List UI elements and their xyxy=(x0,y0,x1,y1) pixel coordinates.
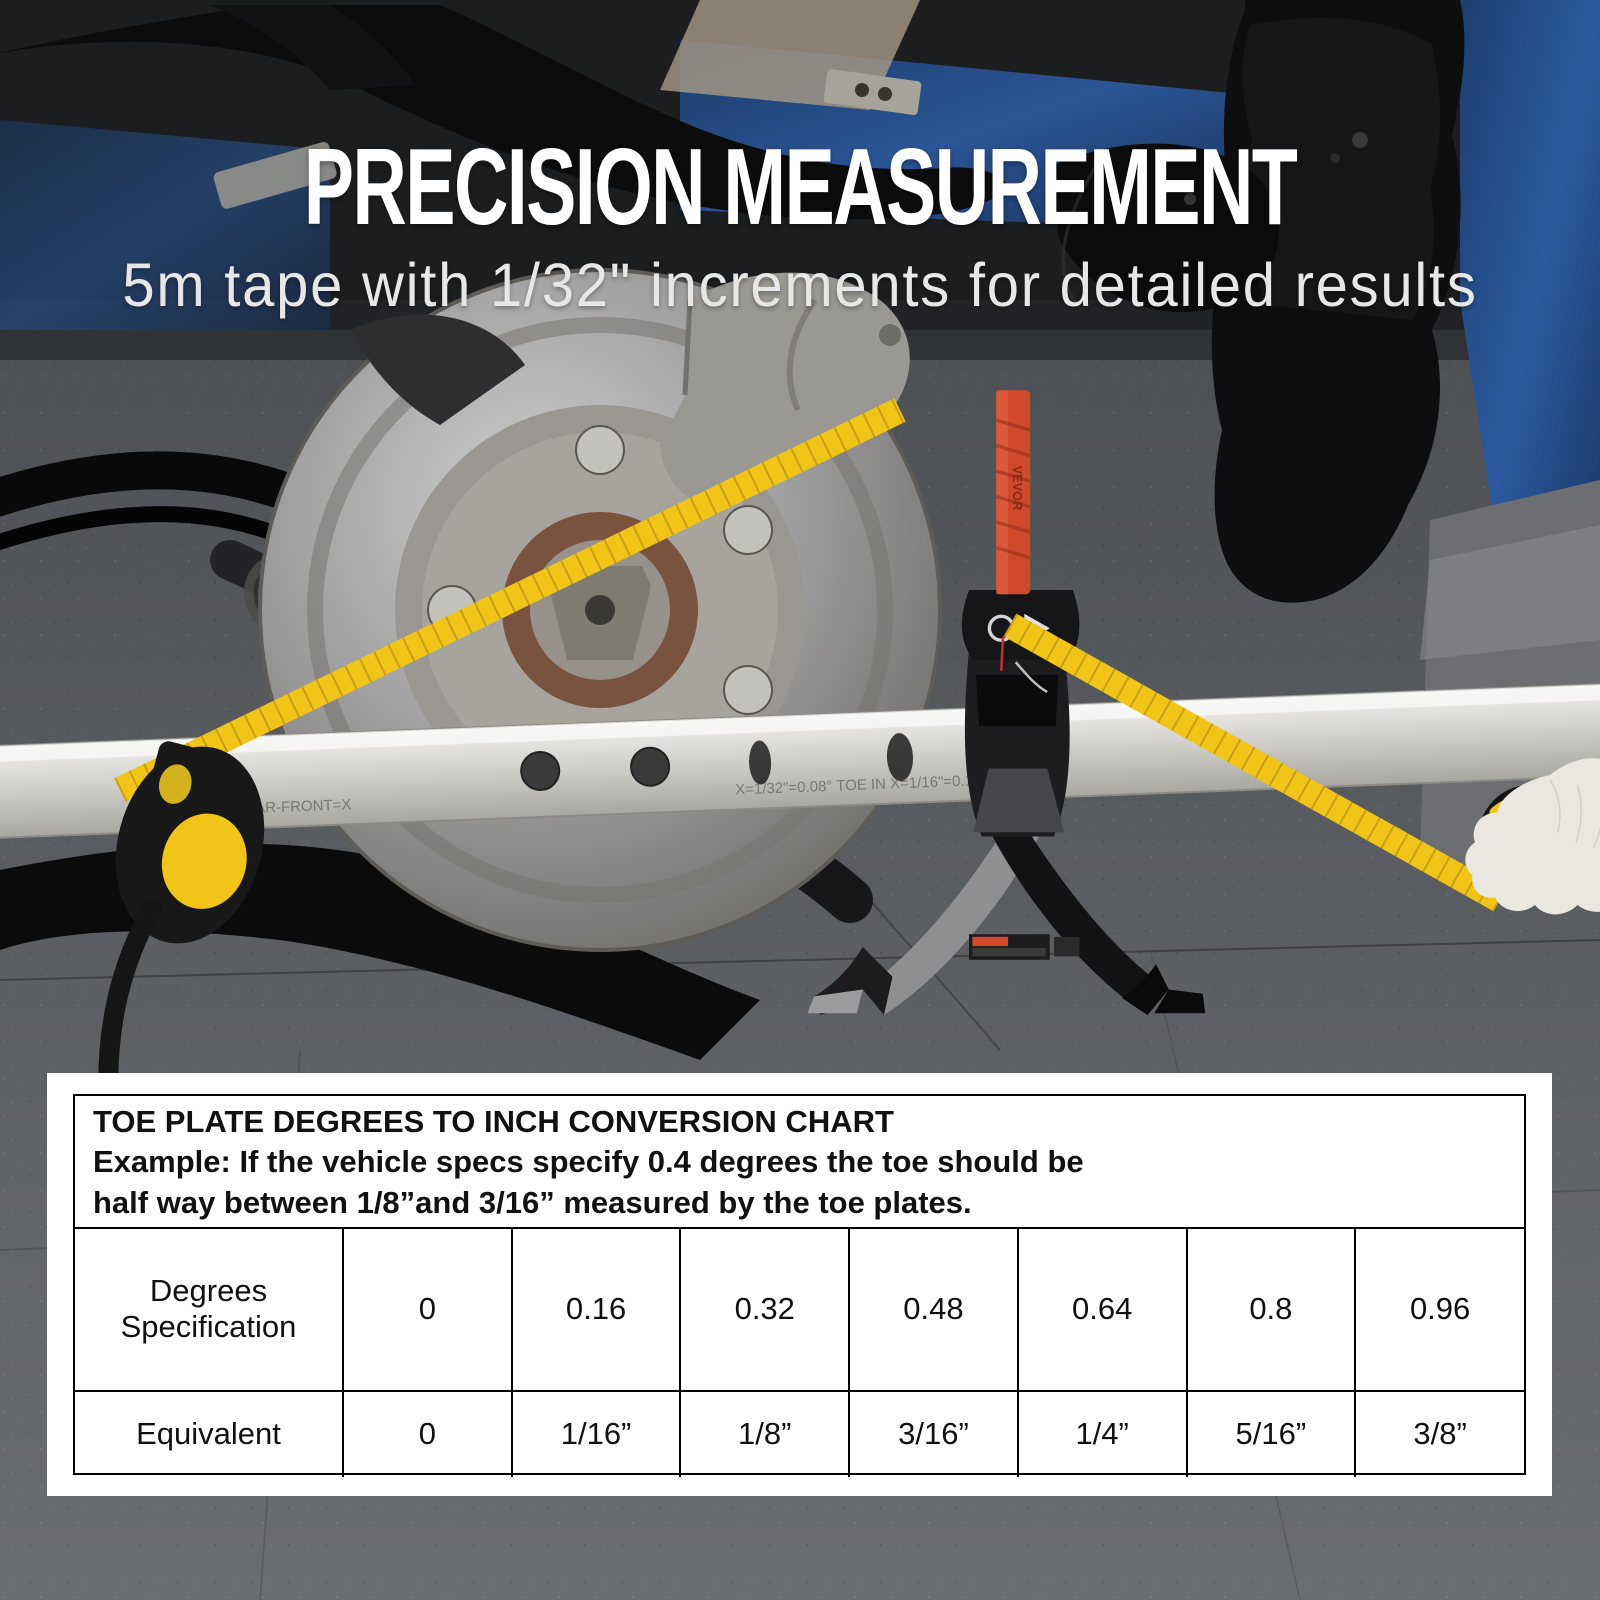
svg-text:VEVOR: VEVOR xyxy=(1010,466,1025,511)
